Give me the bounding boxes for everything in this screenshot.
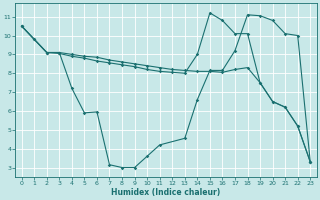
X-axis label: Humidex (Indice chaleur): Humidex (Indice chaleur) [111, 188, 220, 197]
